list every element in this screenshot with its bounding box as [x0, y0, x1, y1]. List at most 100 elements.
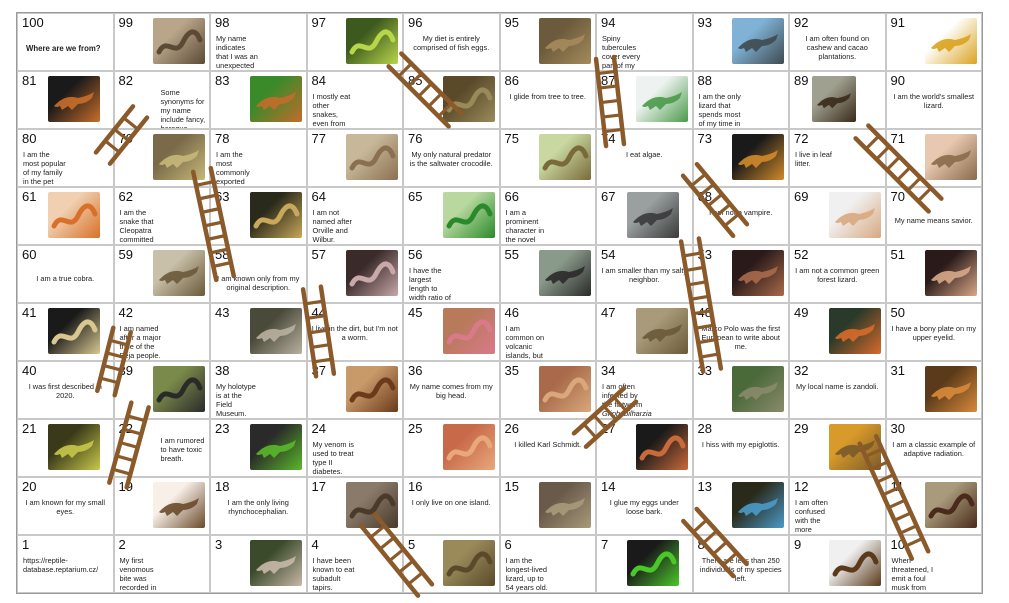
square-number: 4	[311, 537, 319, 552]
square-number: 45	[408, 305, 423, 320]
board-square-98: 98 My name indicates that I was an unexpe…	[210, 13, 307, 71]
board-square-57: 57	[306, 245, 403, 303]
lizard-icon	[834, 440, 875, 458]
lizard-icon	[738, 150, 778, 168]
snake-icon	[630, 551, 677, 577]
lizard-icon	[255, 556, 296, 574]
lizard-photo	[828, 424, 881, 470]
board-square-63: 63	[210, 187, 307, 245]
lizard-photo	[539, 250, 591, 296]
square-number: 96	[408, 15, 423, 30]
square-number: 16	[408, 479, 423, 494]
square-number: 32	[794, 363, 809, 378]
square-number: 81	[22, 73, 37, 88]
square-number: 1	[22, 537, 30, 552]
square-clue: I am a true cobra.	[22, 274, 109, 283]
snake-icon	[542, 145, 589, 171]
square-number: 9	[794, 537, 802, 552]
square-clue: I am not named after Orville and Wilbur.	[313, 208, 357, 244]
clue-text: My venom is used to treat type II diabet…	[312, 440, 354, 476]
square-number: 100	[22, 15, 44, 30]
board-square-24: 24 My venom is used to treat type II diab…	[306, 419, 403, 477]
square-clue: I glide from tree to tree.	[505, 92, 592, 101]
square-clue: My diet is entirely comprised of fish eg…	[408, 34, 495, 52]
snake-photo	[153, 366, 205, 412]
square-clue: I glue my eggs under loose bark.	[601, 498, 688, 516]
square-clue: Where are we from?	[26, 44, 109, 53]
board-square-29: 29	[789, 419, 886, 477]
reference-link[interactable]: https://reptile-database.reptarium.cz/	[23, 556, 98, 574]
board-square-52: 52 I am not a common green forest lizard.	[789, 245, 886, 303]
square-clue: I hiss with my epiglottis.	[698, 440, 785, 449]
clue-text: I have the largest length to width ratio…	[409, 266, 451, 302]
board-square-88: 88 I am the only lizard that spends most …	[692, 71, 789, 129]
square-clue: I have a bony plate on my upper eyelid.	[891, 324, 978, 342]
clue-text: I have a bony plate on my upper eyelid.	[891, 324, 977, 342]
square-clue: I am known only from my original descrip…	[215, 274, 302, 292]
square-clue: My first venomous bite was recorded in 2…	[120, 556, 164, 592]
snake-icon	[542, 377, 589, 403]
board-square-59: 59	[113, 245, 210, 303]
square-number: 61	[22, 189, 37, 204]
board-square-8: 8 There are less than 250 individuals of …	[692, 535, 789, 593]
board-square-67: 67	[596, 187, 693, 245]
snake-photo	[635, 424, 688, 470]
square-clue: My only natural predator is the saltwate…	[408, 150, 495, 168]
board-square-1: 1 https://reptile-database.reptarium.cz/	[17, 535, 114, 593]
snake-icon	[446, 87, 492, 113]
board-square-94: 94 Spiny tubercules cover every part of m…	[596, 13, 693, 71]
lizard-icon	[545, 34, 585, 52]
clue-text: I am often infected by the flatworm	[602, 382, 643, 409]
square-clue: I am often infected by the flatworm Griph…	[602, 382, 652, 418]
square-number: 15	[504, 479, 519, 494]
square-number: 63	[215, 189, 230, 204]
board-square-65: 65	[403, 187, 500, 245]
snake-icon	[349, 29, 396, 55]
snake-photo	[627, 540, 679, 586]
square-number: 94	[601, 15, 616, 30]
square-clue: My venom is used to treat type II diabet…	[313, 440, 357, 476]
board-square-6: 6 I am the longest-lived lizard, up to 54…	[499, 535, 596, 593]
board-square-45: 45	[403, 303, 500, 361]
board-square-92: 92 I am often found on cashew and cacao p…	[789, 13, 886, 71]
square-number: 7	[601, 537, 609, 552]
board-square-19: 19	[113, 477, 210, 535]
square-number: 11	[890, 479, 905, 494]
clue-text: I am smaller than my salty neighbor.	[601, 266, 688, 284]
square-number: 10	[890, 537, 905, 552]
clue-text: My diet is entirely comprised of fish eg…	[413, 34, 490, 52]
square-number: 64	[311, 189, 326, 204]
square-number: 33	[697, 363, 712, 378]
snake-icon	[349, 261, 396, 287]
lizard-icon	[738, 382, 778, 400]
board-square-36: 36 My name comes from my big head.	[403, 361, 500, 419]
square-number: 30	[890, 421, 905, 436]
square-clue: I am the world's smallest lizard.	[891, 92, 978, 110]
snake-icon	[639, 435, 685, 461]
board-square-78: 78 I am the most commonly exported lizard…	[210, 129, 307, 187]
board-square-77: 77	[306, 129, 403, 187]
square-number: 72	[794, 131, 809, 146]
square-number: 71	[890, 131, 905, 146]
square-number: 17	[311, 479, 326, 494]
board-square-99: 99	[113, 13, 210, 71]
clue-text: I am not a common green forest lizard.	[795, 266, 880, 284]
clue-text: I am a classic example of adaptive radia…	[892, 440, 976, 458]
snake-photo	[48, 308, 100, 354]
lizard-photo	[627, 192, 679, 238]
board-square-95: 95	[499, 13, 596, 71]
lizard-photo	[635, 308, 688, 354]
square-number: 21	[22, 421, 37, 436]
clue-text: My name means savior.	[894, 216, 973, 225]
lizard-photo	[48, 76, 100, 122]
clue-text: I am not named after Orville and Wilbur.	[312, 208, 352, 244]
clue-text: I eat algae.	[625, 150, 663, 159]
square-number: 3	[215, 537, 223, 552]
clue-text[interactable]: https://reptile-database.reptarium.cz/	[23, 556, 99, 574]
square-number: 73	[697, 131, 712, 146]
board-square-72: 72 I live in leaf litter.	[789, 129, 886, 187]
lizard-icon	[817, 93, 851, 109]
lizard-photo	[732, 18, 784, 64]
board-square-79: 79	[113, 129, 210, 187]
snake-photo	[539, 134, 591, 180]
